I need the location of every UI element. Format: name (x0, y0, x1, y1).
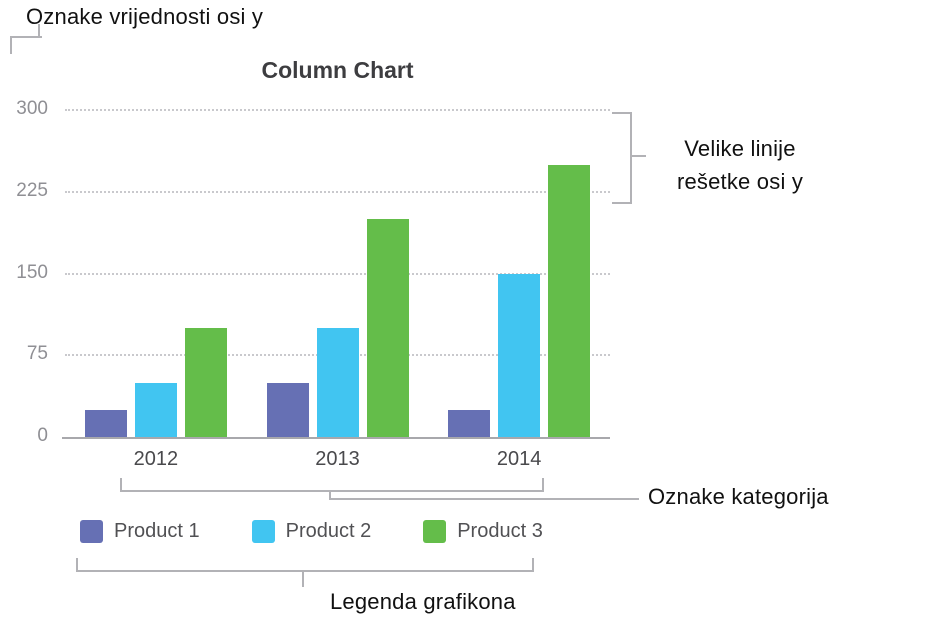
annotation-gridlines: Velike linije rešetke osi y (676, 136, 804, 194)
callout-connector-gridlines (630, 155, 646, 157)
callout-connector-categories (329, 498, 639, 500)
legend-swatch (80, 520, 103, 543)
legend-item: Product 2 (251, 520, 372, 543)
category-label: 2014 (496, 448, 542, 470)
y-axis-label: 150 (16, 261, 48, 283)
y-axis-label: 300 (16, 98, 48, 119)
callout-bracket-y-labels (10, 36, 42, 54)
legend-item: Product 1 (80, 520, 200, 543)
annotation-category-labels: Oznake kategorija (648, 484, 829, 509)
callout-bracket-y-labels-tick (38, 24, 40, 38)
bar-product-1-2012 (84, 409, 127, 437)
bar-product-2-2014 (498, 273, 541, 437)
bar-product-3-2013 (366, 219, 409, 437)
callout-stem-categories (329, 490, 331, 500)
y-axis-label: 225 (16, 179, 48, 201)
y-gridline (65, 272, 610, 275)
bar-product-3-2014 (548, 164, 591, 437)
chart-title: Column Chart (261, 57, 414, 83)
callout-stem-legend (302, 570, 304, 587)
category-label: 2013 (315, 448, 360, 470)
y-gridline (65, 109, 610, 111)
category-label: 2012 (133, 448, 179, 470)
legend-label: Product 1 (114, 520, 200, 542)
callout-bracket-gridlines (612, 112, 632, 204)
annotation-y-value-labels: Oznake vrijednosti osi y (26, 4, 264, 29)
legend-swatch (423, 520, 447, 543)
annotation-legend: Legenda grafikona (330, 589, 516, 614)
callout-bracket-categories (120, 478, 544, 492)
bar-product-1-2013 (266, 382, 309, 437)
x-axis-baseline (62, 437, 610, 439)
y-axis-label: 75 (26, 343, 48, 365)
legend-swatch (251, 520, 275, 543)
y-gridline (65, 190, 610, 193)
legend-label: Product 3 (457, 520, 543, 542)
y-axis-label: 0 (37, 425, 48, 446)
bar-product-2-2013 (316, 328, 359, 437)
bar-product-3-2012 (184, 328, 227, 437)
callout-bracket-legend (76, 558, 534, 572)
bar-product-1-2014 (448, 409, 491, 437)
bar-product-2-2012 (134, 382, 177, 437)
chart-legend: Product 1 Product 2 Product 3 (80, 520, 543, 543)
legend-item: Product 3 (423, 520, 543, 543)
legend-label: Product 2 (285, 520, 372, 542)
